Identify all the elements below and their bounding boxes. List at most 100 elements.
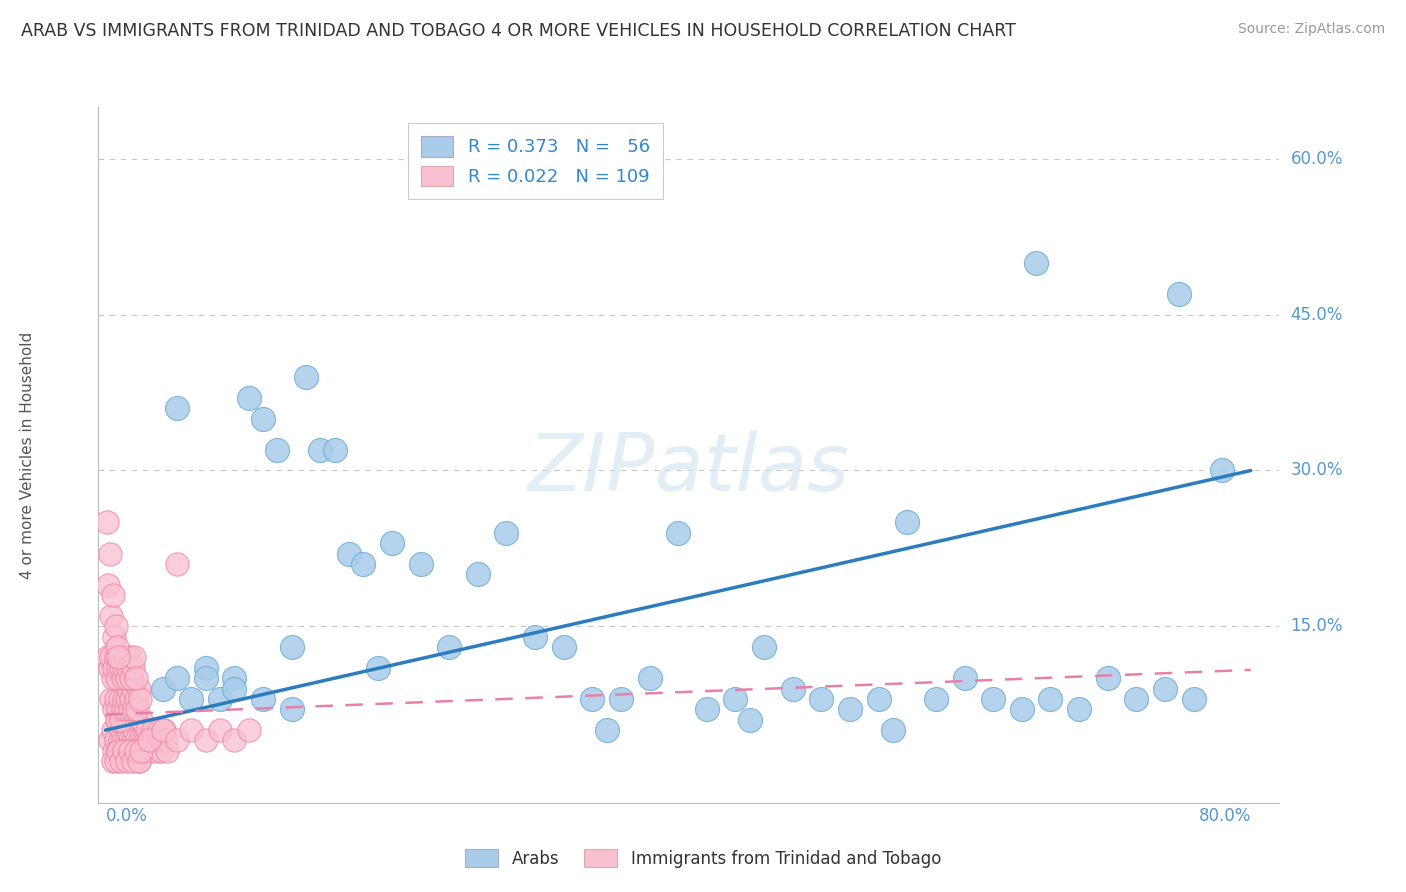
Point [925,692,948,706]
Text: ZIPatlas: ZIPatlas [527,430,851,508]
Point [98,733,121,747]
Point [117,661,139,675]
Point [112,744,135,758]
Point [128,681,150,696]
Point [738,713,761,727]
Point [115,671,138,685]
Point [896,516,918,530]
Point [156,744,179,758]
Point [224,681,246,696]
Point [101,754,124,768]
Point [280,702,302,716]
Point [115,723,138,738]
Point [117,713,139,727]
Point [104,733,127,747]
Text: 45.0%: 45.0% [1291,306,1343,324]
Point [209,723,232,738]
Point [139,744,162,758]
Point [1211,463,1233,477]
Point [166,401,188,416]
Text: 80.0%: 80.0% [1198,807,1251,825]
Point [1011,702,1033,716]
Point [124,744,146,758]
Point [666,525,689,540]
Point [128,754,150,768]
Point [143,733,166,747]
Point [142,723,165,738]
Point [150,744,173,758]
Point [180,692,202,706]
Point [610,692,633,706]
Point [120,744,142,758]
Point [209,692,232,706]
Point [981,692,1004,706]
Text: 0.0%: 0.0% [105,807,148,825]
Point [309,442,332,457]
Point [112,661,135,675]
Point [152,733,174,747]
Point [495,525,517,540]
Point [107,744,129,758]
Point [115,754,138,768]
Point [103,630,125,644]
Point [121,733,143,747]
Point [553,640,575,654]
Point [121,661,143,675]
Point [107,650,129,665]
Point [111,671,134,685]
Point [118,744,141,758]
Point [111,733,134,747]
Point [180,723,202,738]
Point [97,650,120,665]
Point [118,733,141,747]
Point [111,702,134,716]
Point [145,744,167,758]
Point [114,733,136,747]
Point [367,661,389,675]
Point [135,733,157,747]
Point [323,442,346,457]
Point [224,671,246,685]
Point [103,661,125,675]
Point [1125,692,1147,706]
Point [132,733,155,747]
Point [1154,681,1177,696]
Point [122,650,145,665]
Point [98,547,121,561]
Point [138,733,160,747]
Point [100,692,122,706]
Text: 30.0%: 30.0% [1291,461,1343,480]
Point [104,619,127,633]
Point [266,442,288,457]
Point [100,608,122,623]
Point [155,733,177,747]
Point [752,640,775,654]
Point [141,733,163,747]
Text: 15.0%: 15.0% [1291,617,1343,635]
Point [96,516,118,530]
Point [125,744,148,758]
Point [467,567,489,582]
Point [114,650,136,665]
Point [121,754,143,768]
Point [134,744,156,758]
Point [107,744,129,758]
Point [1025,256,1047,270]
Point [524,630,547,644]
Point [1039,692,1062,706]
Point [437,640,460,654]
Point [352,557,374,571]
Point [110,713,132,727]
Point [107,702,129,716]
Point [125,702,148,716]
Point [110,754,132,768]
Point [238,391,260,405]
Point [105,640,128,654]
Point [122,723,145,738]
Point [868,692,890,706]
Point [108,650,131,665]
Point [337,547,360,561]
Legend: R = 0.373   N =   56, R = 0.022   N = 109: R = 0.373 N = 56, R = 0.022 N = 109 [408,123,662,199]
Point [107,661,129,675]
Point [131,713,153,727]
